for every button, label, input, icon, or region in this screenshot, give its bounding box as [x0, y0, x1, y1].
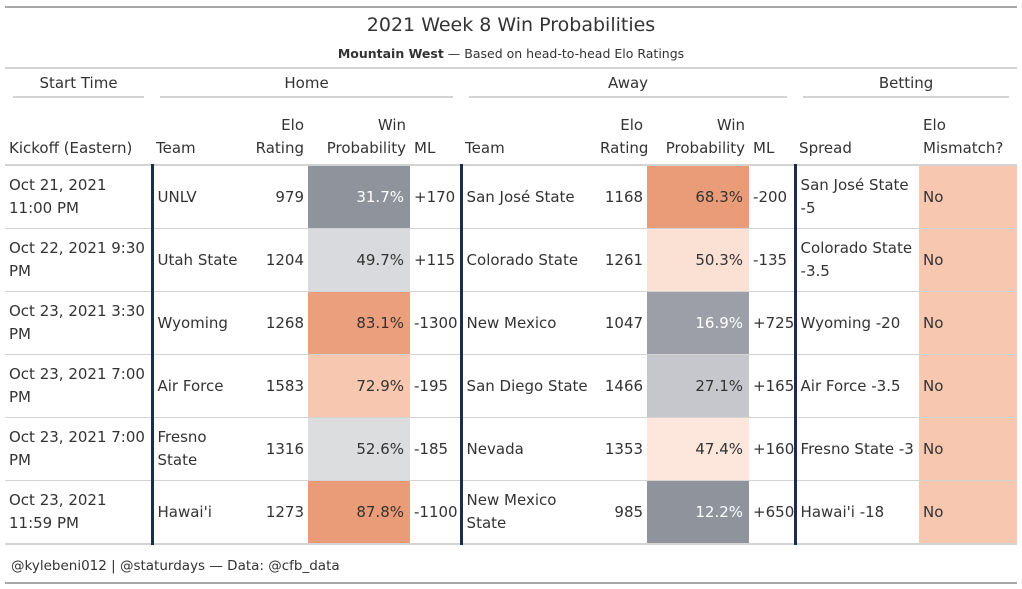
spread-cell: Hawai'i -18 — [793, 480, 920, 545]
top-rule — [5, 6, 1017, 8]
subtitle-text: — Based on head-to-head Elo Ratings — [443, 46, 685, 61]
spanner-start-time: Start Time — [5, 69, 152, 103]
away-team-cell: San Diego State — [459, 354, 597, 418]
home-elo-cell: 1204 — [242, 228, 308, 292]
home-team-cell: Utah State — [150, 228, 242, 292]
bottom-rule — [5, 582, 1017, 584]
spread-cell: San José State -5 — [793, 165, 920, 229]
win-probability-table: Start Time Home Away Betting Kickoff (Ea… — [5, 69, 1018, 545]
elo-mismatch-cell: No — [919, 417, 1018, 481]
table-subtitle: Mountain West — Based on head-to-head El… — [0, 46, 1022, 61]
away-win-probability-cell: 50.3% — [647, 228, 750, 292]
elo-mismatch-cell: No — [919, 480, 1018, 545]
table-row: Oct 22, 2021 9:30 PM Utah State 1204 49.7% +… — [5, 228, 1018, 292]
home-win-probability-cell: 83.1% — [308, 291, 410, 355]
spanner-home: Home — [152, 69, 461, 103]
away-win-probability-cell: 47.4% — [647, 417, 750, 481]
home-ml-cell: -1300 — [410, 291, 462, 355]
away-ml-cell: -135 — [749, 228, 796, 292]
table-row: Oct 23, 2021 11:59 PM Hawai'i 1273 87.8% -11… — [5, 480, 1018, 545]
away-elo-cell: 985 — [596, 480, 648, 545]
col-away-team: Team — [461, 103, 597, 166]
footer-credits: @kylebeni012 | @staturdays — Data: @cfb_… — [11, 558, 340, 574]
kickoff-cell: Oct 23, 2021 7:00 PM — [5, 417, 152, 481]
col-away-wp: Win Probability — [647, 103, 750, 166]
away-elo-cell: 1466 — [596, 354, 648, 418]
table-title: 2021 Week 8 Win Probabilities — [366, 14, 656, 36]
col-home-wp: Win Probability — [308, 103, 410, 166]
table-row: Oct 23, 2021 7:00 PM Fresno State 1316 52.6… — [5, 417, 1018, 481]
spanner-away: Away — [461, 69, 795, 103]
home-team-cell: Air Force — [150, 354, 242, 418]
table-row: Oct 23, 2021 3:30 PM Wyoming 1268 83.1% -130… — [5, 291, 1018, 355]
home-ml-cell: -195 — [410, 354, 462, 418]
elo-mismatch-cell: No — [919, 354, 1018, 418]
home-elo-cell: 1273 — [242, 480, 308, 545]
col-home-ml: ML — [410, 103, 462, 166]
home-team-cell: Fresno State — [150, 417, 242, 481]
away-elo-cell: 1168 — [596, 165, 648, 229]
col-spread: Spread — [795, 103, 920, 166]
home-ml-cell: -185 — [410, 417, 462, 481]
home-elo-cell: 1583 — [242, 354, 308, 418]
col-home-elo: Elo Rating — [242, 103, 308, 166]
away-ml-cell: +160 — [749, 417, 796, 481]
away-team-cell: Colorado State — [459, 228, 597, 292]
col-kickoff: Kickoff (Eastern) — [5, 103, 152, 166]
kickoff-cell: Oct 23, 2021 3:30 PM — [5, 291, 152, 355]
elo-mismatch-cell: No — [919, 291, 1018, 355]
home-win-probability-cell: 49.7% — [308, 228, 410, 292]
subtitle-rule — [5, 67, 1017, 69]
col-elo-mismatch: Elo Mismatch? — [919, 103, 1018, 166]
spanner-betting: Betting — [795, 69, 1017, 103]
away-team-cell: San José State — [459, 165, 597, 229]
subtitle-conference: Mountain West — [337, 46, 444, 61]
spread-cell: Fresno State -3 — [793, 417, 920, 481]
away-ml-cell: -200 — [749, 165, 796, 229]
col-home-team: Team — [152, 103, 242, 166]
away-ml-cell: +650 — [749, 480, 796, 545]
kickoff-cell: Oct 22, 2021 9:30 PM — [5, 228, 152, 292]
away-ml-cell: +165 — [749, 354, 796, 418]
away-win-probability-cell: 16.9% — [647, 291, 750, 355]
elo-mismatch-cell: No — [919, 228, 1018, 292]
kickoff-cell: Oct 21, 2021 11:00 PM — [5, 165, 152, 229]
away-elo-cell: 1353 — [596, 417, 648, 481]
col-away-ml: ML — [749, 103, 796, 166]
home-team-cell: UNLV — [150, 165, 242, 229]
col-away-elo: Elo Rating — [596, 103, 648, 166]
away-elo-cell: 1261 — [596, 228, 648, 292]
away-elo-cell: 1047 — [596, 291, 648, 355]
home-ml-cell: -1100 — [410, 480, 462, 545]
away-win-probability-cell: 12.2% — [647, 480, 750, 545]
home-win-probability-cell: 52.6% — [308, 417, 410, 481]
away-team-cell: New Mexico State — [459, 480, 597, 545]
home-ml-cell: +115 — [410, 228, 462, 292]
home-win-probability-cell: 87.8% — [308, 480, 410, 545]
kickoff-cell: Oct 23, 2021 7:00 PM — [5, 354, 152, 418]
home-win-probability-cell: 31.7% — [308, 165, 410, 229]
table-row: Oct 21, 2021 11:00 PM UNLV 979 31.7% +170 San… — [5, 165, 1018, 229]
home-elo-cell: 1268 — [242, 291, 308, 355]
away-win-probability-cell: 68.3% — [647, 165, 750, 229]
spread-cell: Air Force -3.5 — [793, 354, 920, 418]
home-team-cell: Hawai'i — [150, 480, 242, 545]
away-team-cell: Nevada — [459, 417, 597, 481]
spread-cell: Wyoming -20 — [793, 291, 920, 355]
home-elo-cell: 979 — [242, 165, 308, 229]
home-win-probability-cell: 72.9% — [308, 354, 410, 418]
kickoff-cell: Oct 23, 2021 11:59 PM — [5, 480, 152, 545]
home-ml-cell: +170 — [410, 165, 462, 229]
spanner-row: Start Time Home Away Betting — [5, 69, 1017, 103]
table-row: Oct 23, 2021 7:00 PM Air Force 1583 72.9% -1… — [5, 354, 1018, 418]
column-header-row: Kickoff (Eastern) Team Elo Rating Win Pr… — [5, 103, 1018, 166]
home-elo-cell: 1316 — [242, 417, 308, 481]
table-body: Oct 21, 2021 11:00 PM UNLV 979 31.7% +170 San… — [5, 165, 1018, 545]
spread-cell: Colorado State -3.5 — [793, 228, 920, 292]
elo-mismatch-cell: No — [919, 165, 1018, 229]
away-win-probability-cell: 27.1% — [647, 354, 750, 418]
home-team-cell: Wyoming — [150, 291, 242, 355]
away-team-cell: New Mexico — [459, 291, 597, 355]
away-ml-cell: +725 — [749, 291, 796, 355]
